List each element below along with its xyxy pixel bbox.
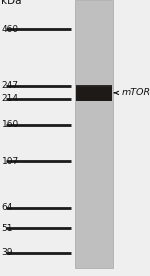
Bar <box>75 0 112 268</box>
Text: 107: 107 <box>2 157 19 166</box>
Text: 460: 460 <box>2 25 19 34</box>
Bar <box>76 84 112 101</box>
Text: 214: 214 <box>2 94 18 103</box>
Text: 247: 247 <box>2 81 18 90</box>
Text: 39: 39 <box>2 248 13 257</box>
Text: 160: 160 <box>2 120 19 129</box>
Text: 51: 51 <box>2 224 13 233</box>
Bar <box>76 86 112 87</box>
Text: kDa: kDa <box>2 0 22 6</box>
Text: mTOR: mTOR <box>122 88 150 97</box>
Bar <box>76 84 112 86</box>
Text: 64: 64 <box>2 203 13 212</box>
